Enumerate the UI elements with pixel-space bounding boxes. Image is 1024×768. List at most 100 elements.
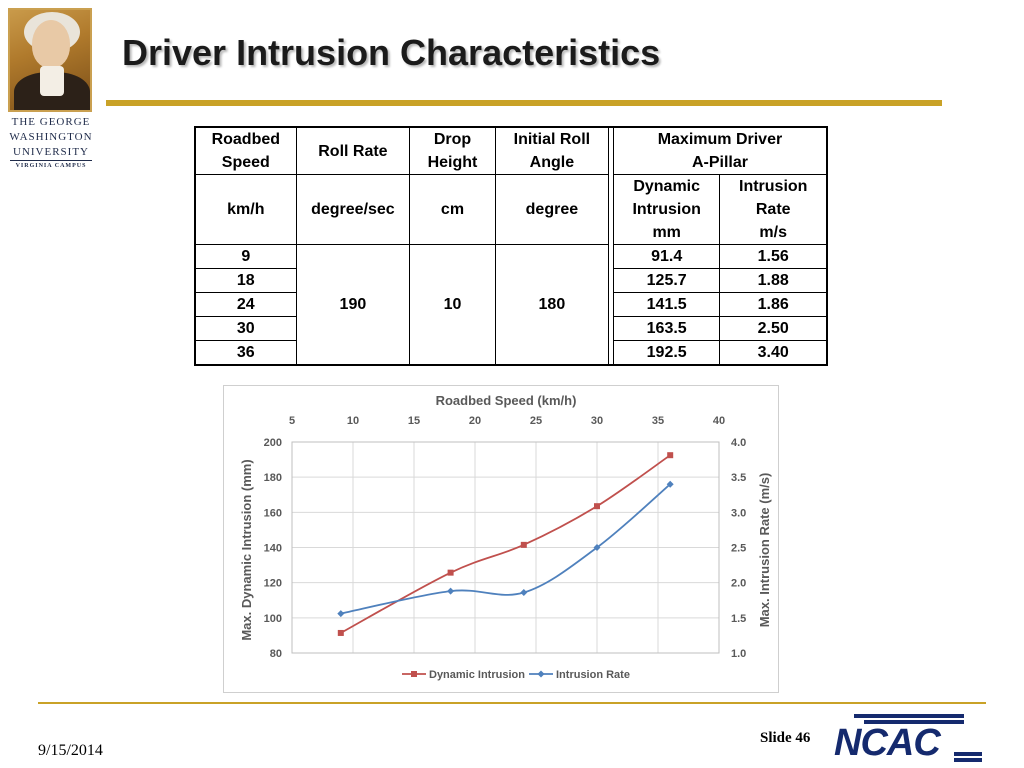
unit-intrusion-rate-l1: Intrusion (739, 178, 808, 195)
logo-text-line4: VIRGINIA CAMPUS (15, 163, 87, 169)
cell-rate: 1.86 (719, 292, 828, 317)
data-point-square (520, 541, 527, 548)
logo-text-line1: THE GEORGE (11, 116, 91, 128)
series-line-1 (340, 483, 671, 615)
ncac-logo-bar (954, 758, 982, 762)
table-row: 30 163.5 2.50 (194, 316, 828, 341)
footer-divider (38, 702, 986, 704)
y-tick-label: 180 (264, 472, 282, 484)
series-line-0 (340, 454, 671, 634)
unit-dynamic-intrusion: Dynamic Intrusion mm (612, 174, 721, 245)
y-tick-label: 120 (264, 578, 282, 590)
intrusion-table: Roadbed Speed Roll Rate Drop Height Init… (194, 126, 828, 366)
ncac-logo-bar (864, 720, 964, 724)
cell-roll-rate: 190 (295, 244, 411, 366)
unit-dynamic-intrusion-l2: Intrusion (632, 201, 701, 218)
title-divider (106, 100, 942, 106)
y2-tick-label: 1.0 (731, 648, 746, 660)
y2-tick-label: 3.5 (731, 472, 746, 484)
cell-intrusion: 125.7 (612, 268, 721, 293)
header-drop-height: Drop Height (409, 126, 496, 175)
data-point-square (594, 503, 600, 510)
logo-text-line2: WASHINGTON (9, 131, 93, 143)
cell-intrusion: 192.5 (612, 340, 721, 366)
y2-tick-label: 4.0 (731, 437, 746, 449)
legend-marker (411, 671, 417, 677)
header-max-driver-a-pillar: Maximum Driver A-Pillar (612, 126, 828, 175)
cell-speed: 30 (194, 316, 297, 341)
data-point-diamond (447, 587, 455, 595)
logo-divider (10, 160, 92, 161)
cell-intrusion: 141.5 (612, 292, 721, 317)
data-point-diamond (520, 589, 528, 597)
x-axis-title: Roadbed Speed (km/h) (436, 393, 577, 408)
header-roll-rate: Roll Rate (295, 126, 411, 175)
table-header-row: Roadbed Speed Roll Rate Drop Height Init… (194, 126, 828, 175)
unit-drop-height: cm (409, 174, 496, 245)
header-a-pillar: A-Pillar (691, 154, 748, 171)
cell-rate: 3.40 (719, 340, 828, 366)
data-point-square (337, 629, 344, 636)
data-point-diamond (337, 610, 345, 618)
intrusion-chart: 5 10 15 20 25 30 35 40 80 100 120 140 160 180 200 1.0 1.… (223, 385, 779, 693)
y2-tick-label: 2.5 (731, 543, 746, 555)
legend-marker (537, 670, 545, 678)
x-tick-label: 30 (591, 415, 603, 427)
washington-portrait-image (8, 8, 92, 112)
y-axis-title: Max. Dynamic Intrusion (mm) (239, 459, 254, 640)
header-max-driver: Maximum Driver (657, 131, 783, 148)
cell-drop-height: 10 (409, 244, 496, 366)
data-point-square (667, 452, 674, 459)
x-tick-label: 20 (469, 415, 481, 427)
y-tick-label: 100 (264, 613, 282, 625)
unit-intrusion-rate-l3: m/s (759, 224, 787, 241)
cell-intrusion: 91.4 (612, 244, 721, 269)
cell-roll-angle: 180 (494, 244, 609, 366)
logo-text-line3: UNIVERSITY (13, 146, 89, 158)
unit-dynamic-intrusion-l3: mm (652, 224, 681, 241)
legend-label: Dynamic Intrusion (429, 669, 525, 681)
cell-rate: 2.50 (719, 316, 828, 341)
slide-number: Slide 46 (760, 730, 811, 746)
cell-intrusion: 163.5 (612, 316, 721, 341)
table-units-row: km/h degree/sec cm degree Dynamic Intrus… (194, 174, 828, 245)
unit-roll-angle: degree (494, 174, 609, 245)
gwu-logo: THE GEORGE WASHINGTON UNIVERSITY VIRGINI… (6, 6, 96, 174)
x-tick-label: 35 (652, 415, 664, 427)
x-tick-label: 10 (347, 415, 359, 427)
legend-label: Intrusion Rate (556, 669, 630, 681)
unit-intrusion-rate-l2: Rate (755, 201, 791, 218)
cell-speed: 24 (194, 292, 297, 317)
cell-speed: 18 (194, 268, 297, 293)
ncac-logo-bar (854, 714, 964, 718)
header-roadbed-speed: Roadbed Speed (194, 126, 297, 175)
cell-speed: 36 (194, 340, 297, 366)
x-tick-label: 40 (713, 415, 725, 427)
cell-speed: 9 (194, 244, 297, 269)
cell-rate: 1.88 (719, 268, 828, 293)
x-tick-label: 5 (289, 415, 295, 427)
unit-roll-rate: degree/sec (295, 174, 411, 245)
y2-tick-label: 2.0 (731, 578, 746, 590)
y-tick-label: 140 (264, 543, 282, 555)
slide-title: Driver Intrusion Characteristics (122, 32, 661, 73)
unit-intrusion-rate: Intrusion Rate m/s (719, 174, 828, 245)
data-point-diamond (666, 480, 674, 488)
ncac-logo-bar (954, 752, 982, 756)
x-tick-label: 15 (408, 415, 420, 427)
ncac-logo-text: NCAC (834, 722, 941, 764)
cell-rate: 1.56 (719, 244, 828, 269)
y2-axis-title: Max. Intrusion Rate (m/s) (757, 473, 772, 628)
unit-dynamic-intrusion-l1: Dynamic (633, 178, 701, 195)
y2-tick-label: 3.0 (731, 507, 746, 519)
chart-canvas: 5 10 15 20 25 30 35 40 80 100 120 140 160 180 200 1.0 1.… (239, 393, 772, 681)
data-point-diamond (593, 544, 601, 551)
y-tick-label: 200 (264, 437, 282, 449)
footer-date: 9/15/2014 (38, 742, 103, 759)
header-initial-roll-angle: Initial Roll Angle (494, 126, 609, 175)
plot-area-border (291, 441, 720, 654)
ncac-logo: NCAC (834, 710, 994, 768)
table-row: 18 125.7 1.88 (194, 268, 828, 293)
y-tick-label: 80 (270, 648, 282, 660)
y-tick-label: 160 (264, 507, 282, 519)
